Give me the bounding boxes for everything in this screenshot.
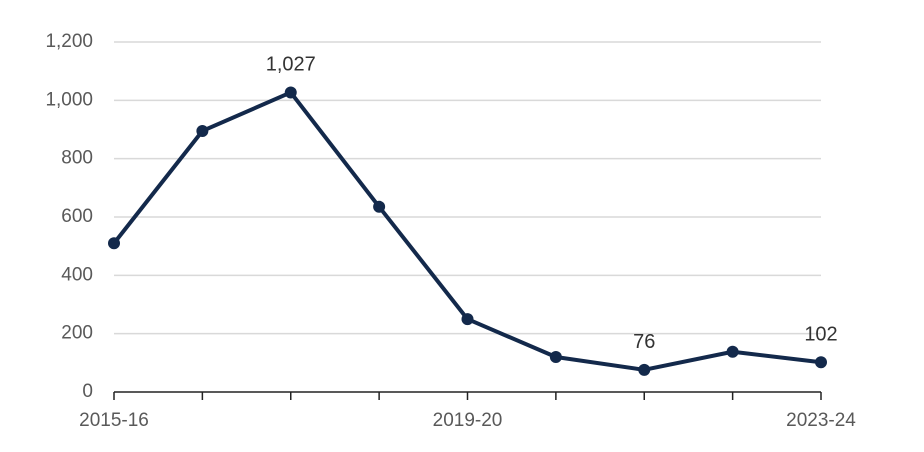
point [461,313,474,326]
y-tick-label: 800 [61,148,93,169]
y-tick-label: 1,200 [45,31,93,52]
x-tick-label: 2015-16 [79,410,149,431]
data-label: 102 [804,324,837,346]
point [108,237,120,250]
point [638,363,651,376]
y-tick-label: 400 [61,264,93,285]
data-label: 76 [633,331,655,353]
line [112,90,822,372]
point [815,356,827,369]
y-tick-label: 200 [61,323,93,344]
point [284,86,297,99]
x-tick-label: 2019-20 [433,410,503,431]
y-tick-label: 1,000 [45,89,93,110]
y-tick-label: 600 [61,206,93,227]
x-tick-label: 2023-24 [786,410,856,431]
point [373,200,386,213]
point [726,345,739,358]
y-tick-label: 0 [82,381,93,402]
point [196,124,209,137]
point [549,351,562,363]
data-label: 1,027 [266,54,316,76]
